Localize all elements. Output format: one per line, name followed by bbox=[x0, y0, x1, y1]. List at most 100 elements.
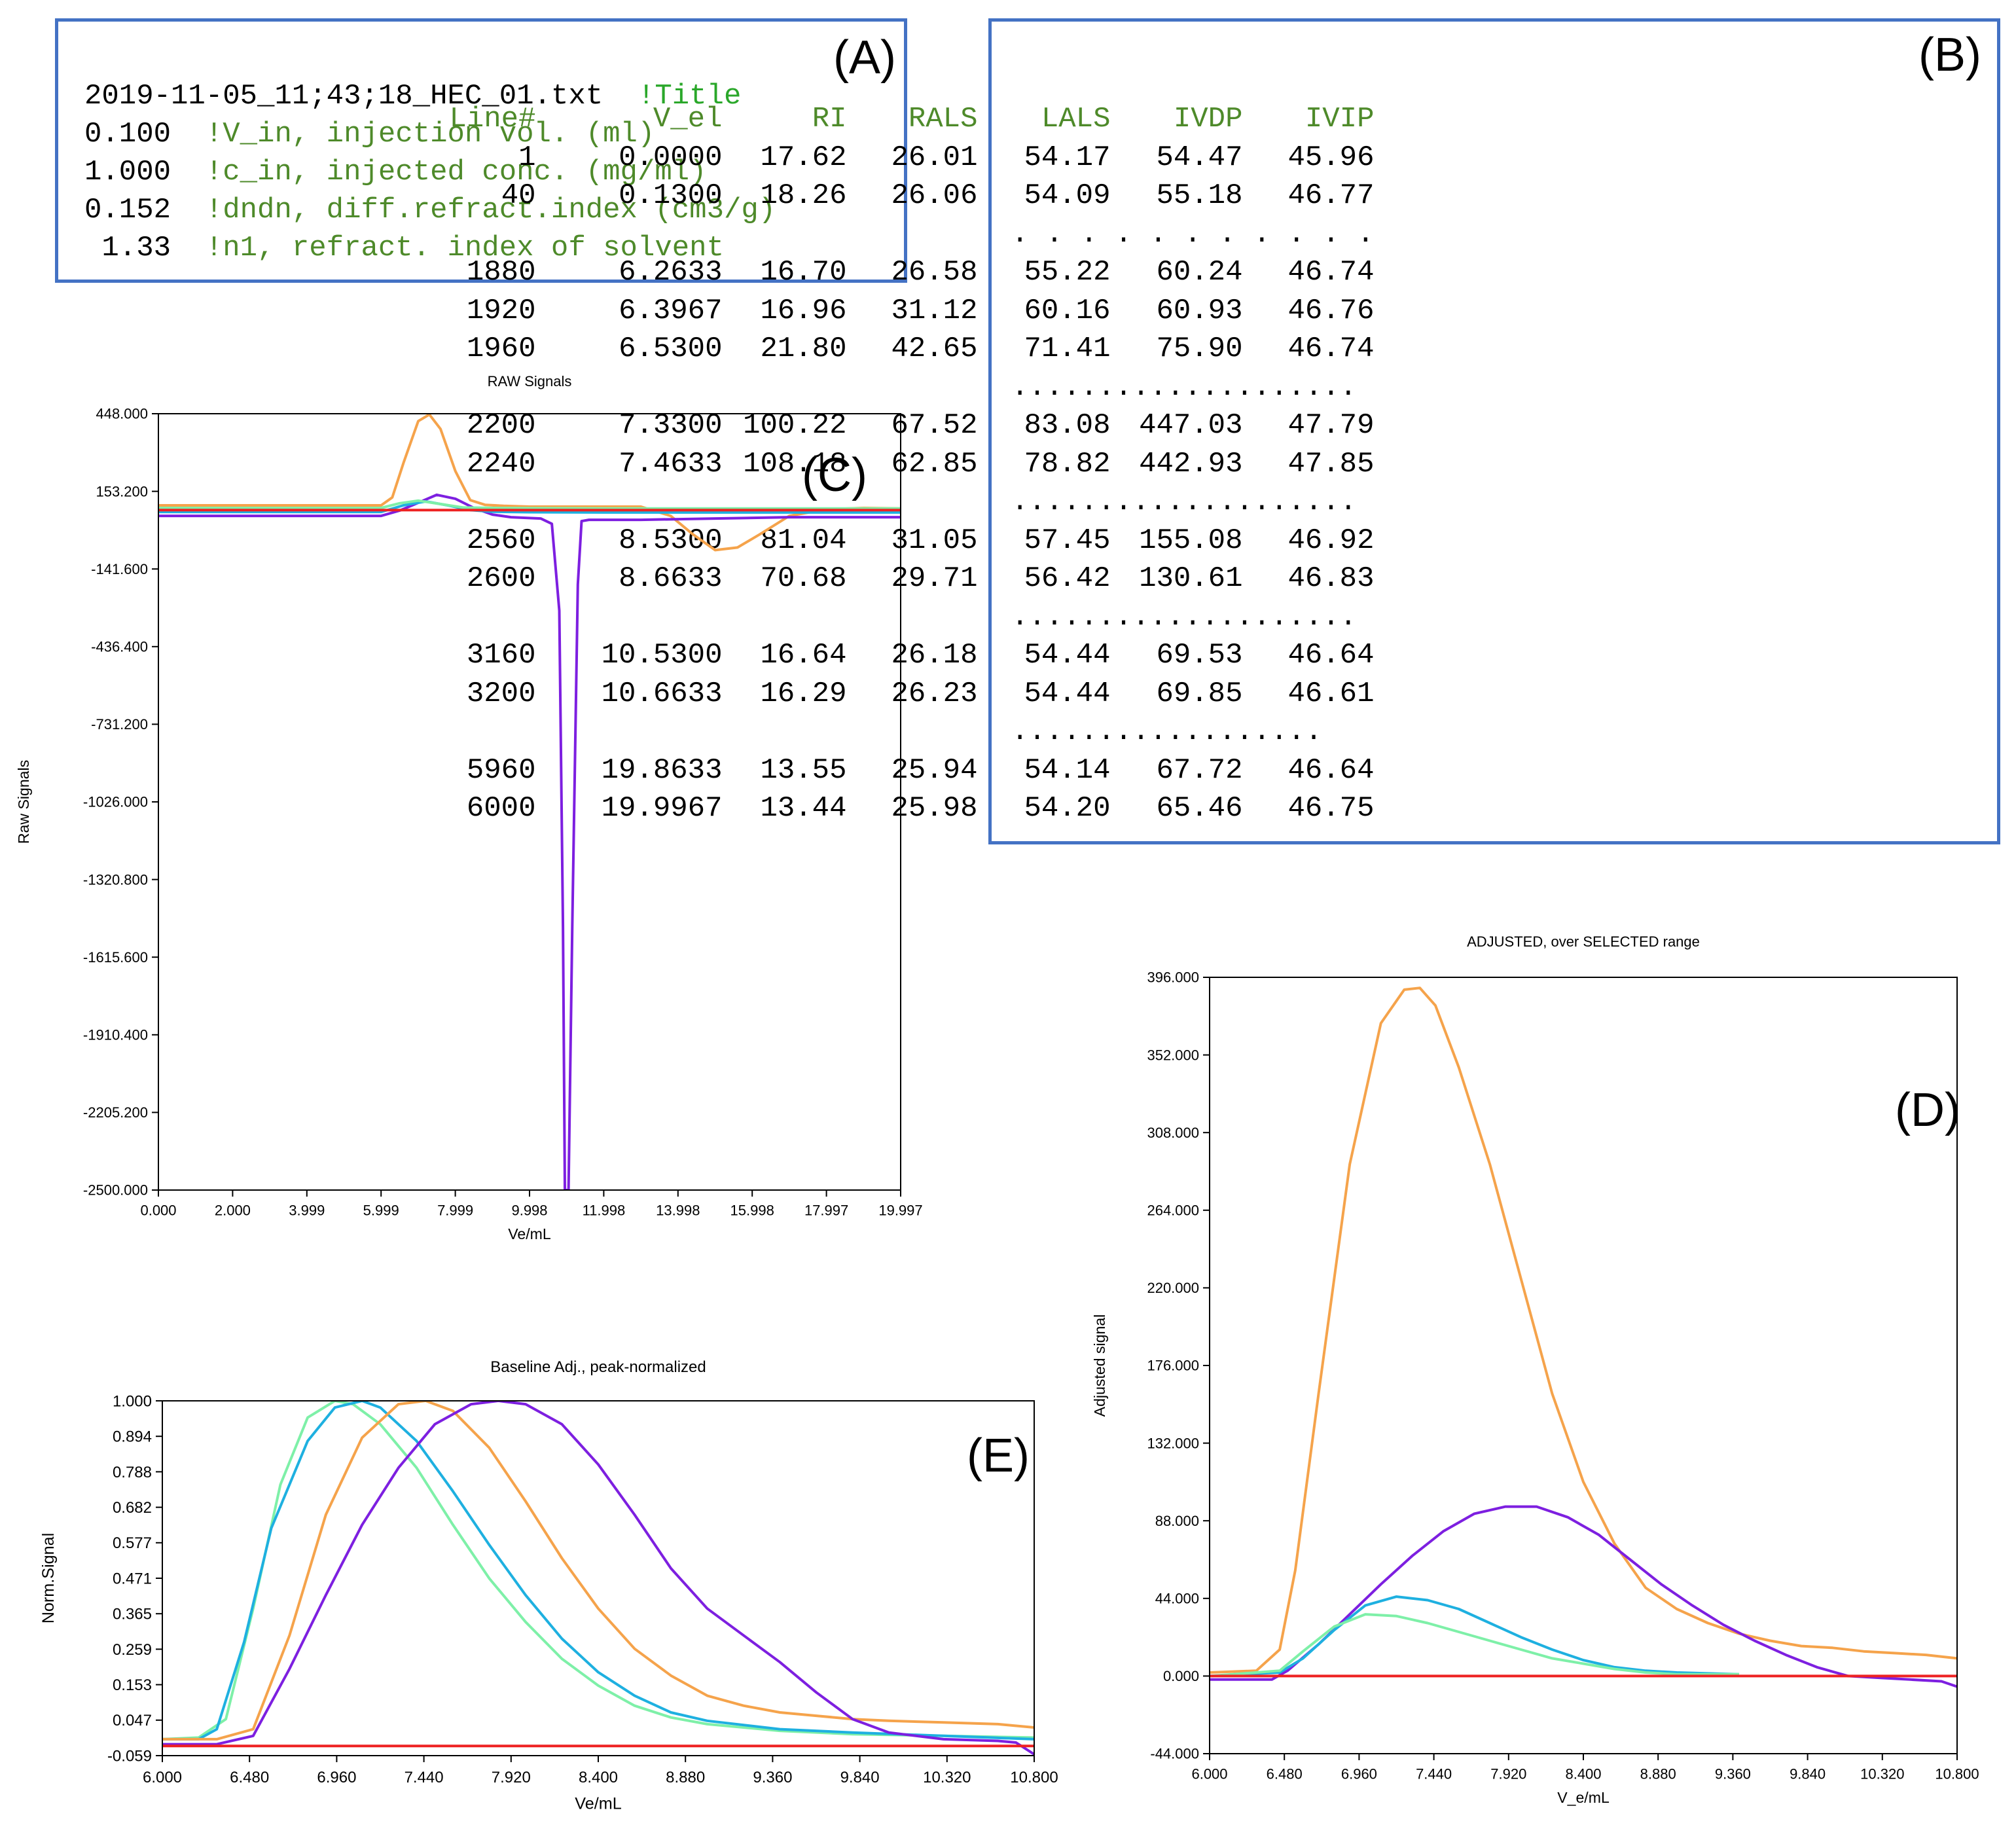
x-tick-label: 8.880 bbox=[1640, 1766, 1676, 1782]
table-cell: 2240 bbox=[466, 447, 536, 480]
y-tick-label: -1026.000 bbox=[83, 794, 148, 810]
table-cell: 31.05 bbox=[891, 524, 978, 557]
table-cell: 447.03 bbox=[1139, 409, 1243, 442]
table-cell: 46.76 bbox=[1287, 294, 1375, 327]
table-cell: 67.72 bbox=[1156, 753, 1243, 787]
table-ellipsis-row: .................... bbox=[1011, 371, 1358, 404]
table-cell: 130.61 bbox=[1139, 562, 1243, 595]
table-cell: 60.24 bbox=[1156, 256, 1243, 289]
header-comment: !c_in, injected conc. (mg/ml) bbox=[171, 156, 707, 189]
plot-frame bbox=[158, 413, 901, 1191]
y-tick-label: -436.400 bbox=[91, 639, 148, 655]
table-cell: 70.68 bbox=[760, 562, 847, 595]
data-table: Line# V_el RI RALS LALS IVDP IVIP 1 0.0000 17.62 2… bbox=[449, 100, 1381, 828]
x-axis-label: Ve/mL bbox=[575, 1795, 621, 1813]
x-tick-label: 9.360 bbox=[1715, 1766, 1751, 1782]
panel-letter: (D) bbox=[1895, 1084, 1960, 1136]
x-tick-label: 10.800 bbox=[1935, 1766, 1979, 1782]
x-tick-label: 9.360 bbox=[753, 1769, 792, 1786]
table-cell: 26.18 bbox=[891, 639, 978, 672]
series-line-cyan bbox=[162, 1401, 1034, 1741]
header-comment: !dndn, diff.refract.index (cm3/g) bbox=[171, 194, 776, 226]
column-header: LALS bbox=[1041, 103, 1111, 136]
table-cell: 29.71 bbox=[891, 562, 978, 595]
y-tick-label: 1.000 bbox=[113, 1392, 152, 1410]
table-cell: 60.93 bbox=[1156, 294, 1243, 327]
table-cell: 155.08 bbox=[1139, 524, 1243, 557]
y-tick-label: -1615.600 bbox=[83, 949, 148, 966]
table-cell: 2600 bbox=[466, 562, 536, 595]
x-tick-label: 6.480 bbox=[1267, 1766, 1303, 1782]
table-ellipsis-row: . . . . . . . . . . . bbox=[1011, 217, 1375, 251]
table-cell: 1880 bbox=[466, 256, 536, 289]
panel-a-header-box: (A) 2019-11-05_11;43;18_HEC_01.txt !Titl… bbox=[55, 18, 907, 283]
y-tick-label: 44.000 bbox=[1155, 1591, 1199, 1607]
panel-letter: (C) bbox=[802, 449, 867, 501]
y-tick-label: 0.259 bbox=[113, 1641, 152, 1659]
table-cell: 55.22 bbox=[1024, 256, 1111, 289]
y-tick-label: 0.788 bbox=[113, 1464, 152, 1481]
table-row: 1880 6.2633 16.70 26.58 55.22 60.24 46.74 bbox=[467, 253, 1381, 292]
y-tick-label: 220.000 bbox=[1147, 1280, 1199, 1296]
y-tick-label: -1320.800 bbox=[83, 871, 148, 888]
table-cell: 54.44 bbox=[1024, 677, 1111, 710]
panel-b-letter: (B) bbox=[1918, 29, 1981, 81]
table-cell: 26.01 bbox=[891, 141, 978, 174]
table-cell: 65.46 bbox=[1156, 792, 1243, 825]
y-tick-label: 132.000 bbox=[1147, 1435, 1199, 1451]
chart-title: Baseline Adj., peak-normalized bbox=[490, 1358, 706, 1376]
table-ellipsis-row: .................. bbox=[1011, 715, 1323, 748]
table-cell: 46.61 bbox=[1287, 677, 1375, 710]
series-line-mint bbox=[1210, 1613, 1739, 1678]
table-cell: 46.64 bbox=[1287, 753, 1375, 787]
x-tick-label: 9.840 bbox=[840, 1769, 880, 1786]
y-tick-label: 0.577 bbox=[113, 1534, 152, 1552]
table-cell: 10.5300 bbox=[601, 639, 723, 672]
y-tick-label: -0.059 bbox=[107, 1747, 152, 1765]
x-tick-label: 6.000 bbox=[143, 1769, 182, 1786]
y-tick-label: 153.200 bbox=[96, 483, 148, 499]
table-cell: 2200 bbox=[466, 409, 536, 442]
y-tick-label: -44.000 bbox=[1150, 1746, 1199, 1762]
table-cell: 3200 bbox=[466, 677, 536, 710]
x-tick-label: 7.440 bbox=[1416, 1766, 1452, 1782]
table-cell: 54.20 bbox=[1024, 792, 1111, 825]
plot-frame bbox=[1209, 977, 1958, 1754]
table-row: 2240 7.4633 108.18 62.85 78.82 442.93 47.85 bbox=[467, 445, 1381, 484]
table-cell: 7.4633 bbox=[619, 447, 723, 480]
table-cell: 62.85 bbox=[891, 447, 978, 480]
y-tick-label: 88.000 bbox=[1155, 1513, 1199, 1529]
series-line-orange bbox=[158, 414, 901, 552]
x-tick-label: 2.000 bbox=[215, 1202, 251, 1219]
y-tick-label: 176.000 bbox=[1147, 1358, 1199, 1374]
table-cell: 26.23 bbox=[891, 677, 978, 710]
header-line: 0.152 !dndn, diff.refract.index (cm3/g) bbox=[84, 191, 776, 229]
series-line-mint bbox=[162, 1401, 1034, 1741]
table-cell: 6.5300 bbox=[619, 333, 723, 365]
header-line: 1.33 !n1, refract. index of solvent bbox=[84, 229, 724, 267]
table-cell: 2560 bbox=[466, 524, 536, 557]
table-cell: 42.65 bbox=[891, 333, 978, 365]
table-cell: 0.0000 bbox=[619, 141, 723, 174]
table-cell: 10.6633 bbox=[601, 677, 723, 710]
header-value: 1.000 bbox=[84, 156, 171, 189]
table-cell: 31.12 bbox=[891, 294, 978, 327]
x-tick-label: 0.000 bbox=[140, 1202, 176, 1219]
table-cell: 6.2633 bbox=[619, 256, 723, 289]
y-tick-label: -141.600 bbox=[91, 561, 148, 577]
table-cell: 40 bbox=[501, 179, 536, 212]
table-ellipsis-row: .................... bbox=[1011, 486, 1358, 518]
table-cell: 46.64 bbox=[1287, 639, 1375, 672]
x-tick-label: 10.320 bbox=[923, 1769, 971, 1786]
table-cell: 46.83 bbox=[1287, 562, 1375, 595]
table-cell: 57.45 bbox=[1024, 524, 1111, 557]
series-line-purple bbox=[162, 1401, 1034, 1756]
table-ellipsis-row: .................... bbox=[1011, 600, 1358, 634]
x-tick-label: 7.920 bbox=[492, 1769, 531, 1786]
table-cell: 54.47 bbox=[1156, 141, 1243, 174]
table-cell: 13.44 bbox=[760, 792, 847, 825]
table-row: 1920 6.3967 16.96 31.12 60.16 60.93 46.76 bbox=[467, 292, 1381, 331]
x-tick-label: 6.000 bbox=[1191, 1766, 1227, 1782]
panel-b-table-box: (B) Line# V_el RI RALS LALS IVDP IVIP 1 0.0000 17… bbox=[449, 18, 2000, 844]
table-cell: 7.3300 bbox=[619, 409, 723, 442]
